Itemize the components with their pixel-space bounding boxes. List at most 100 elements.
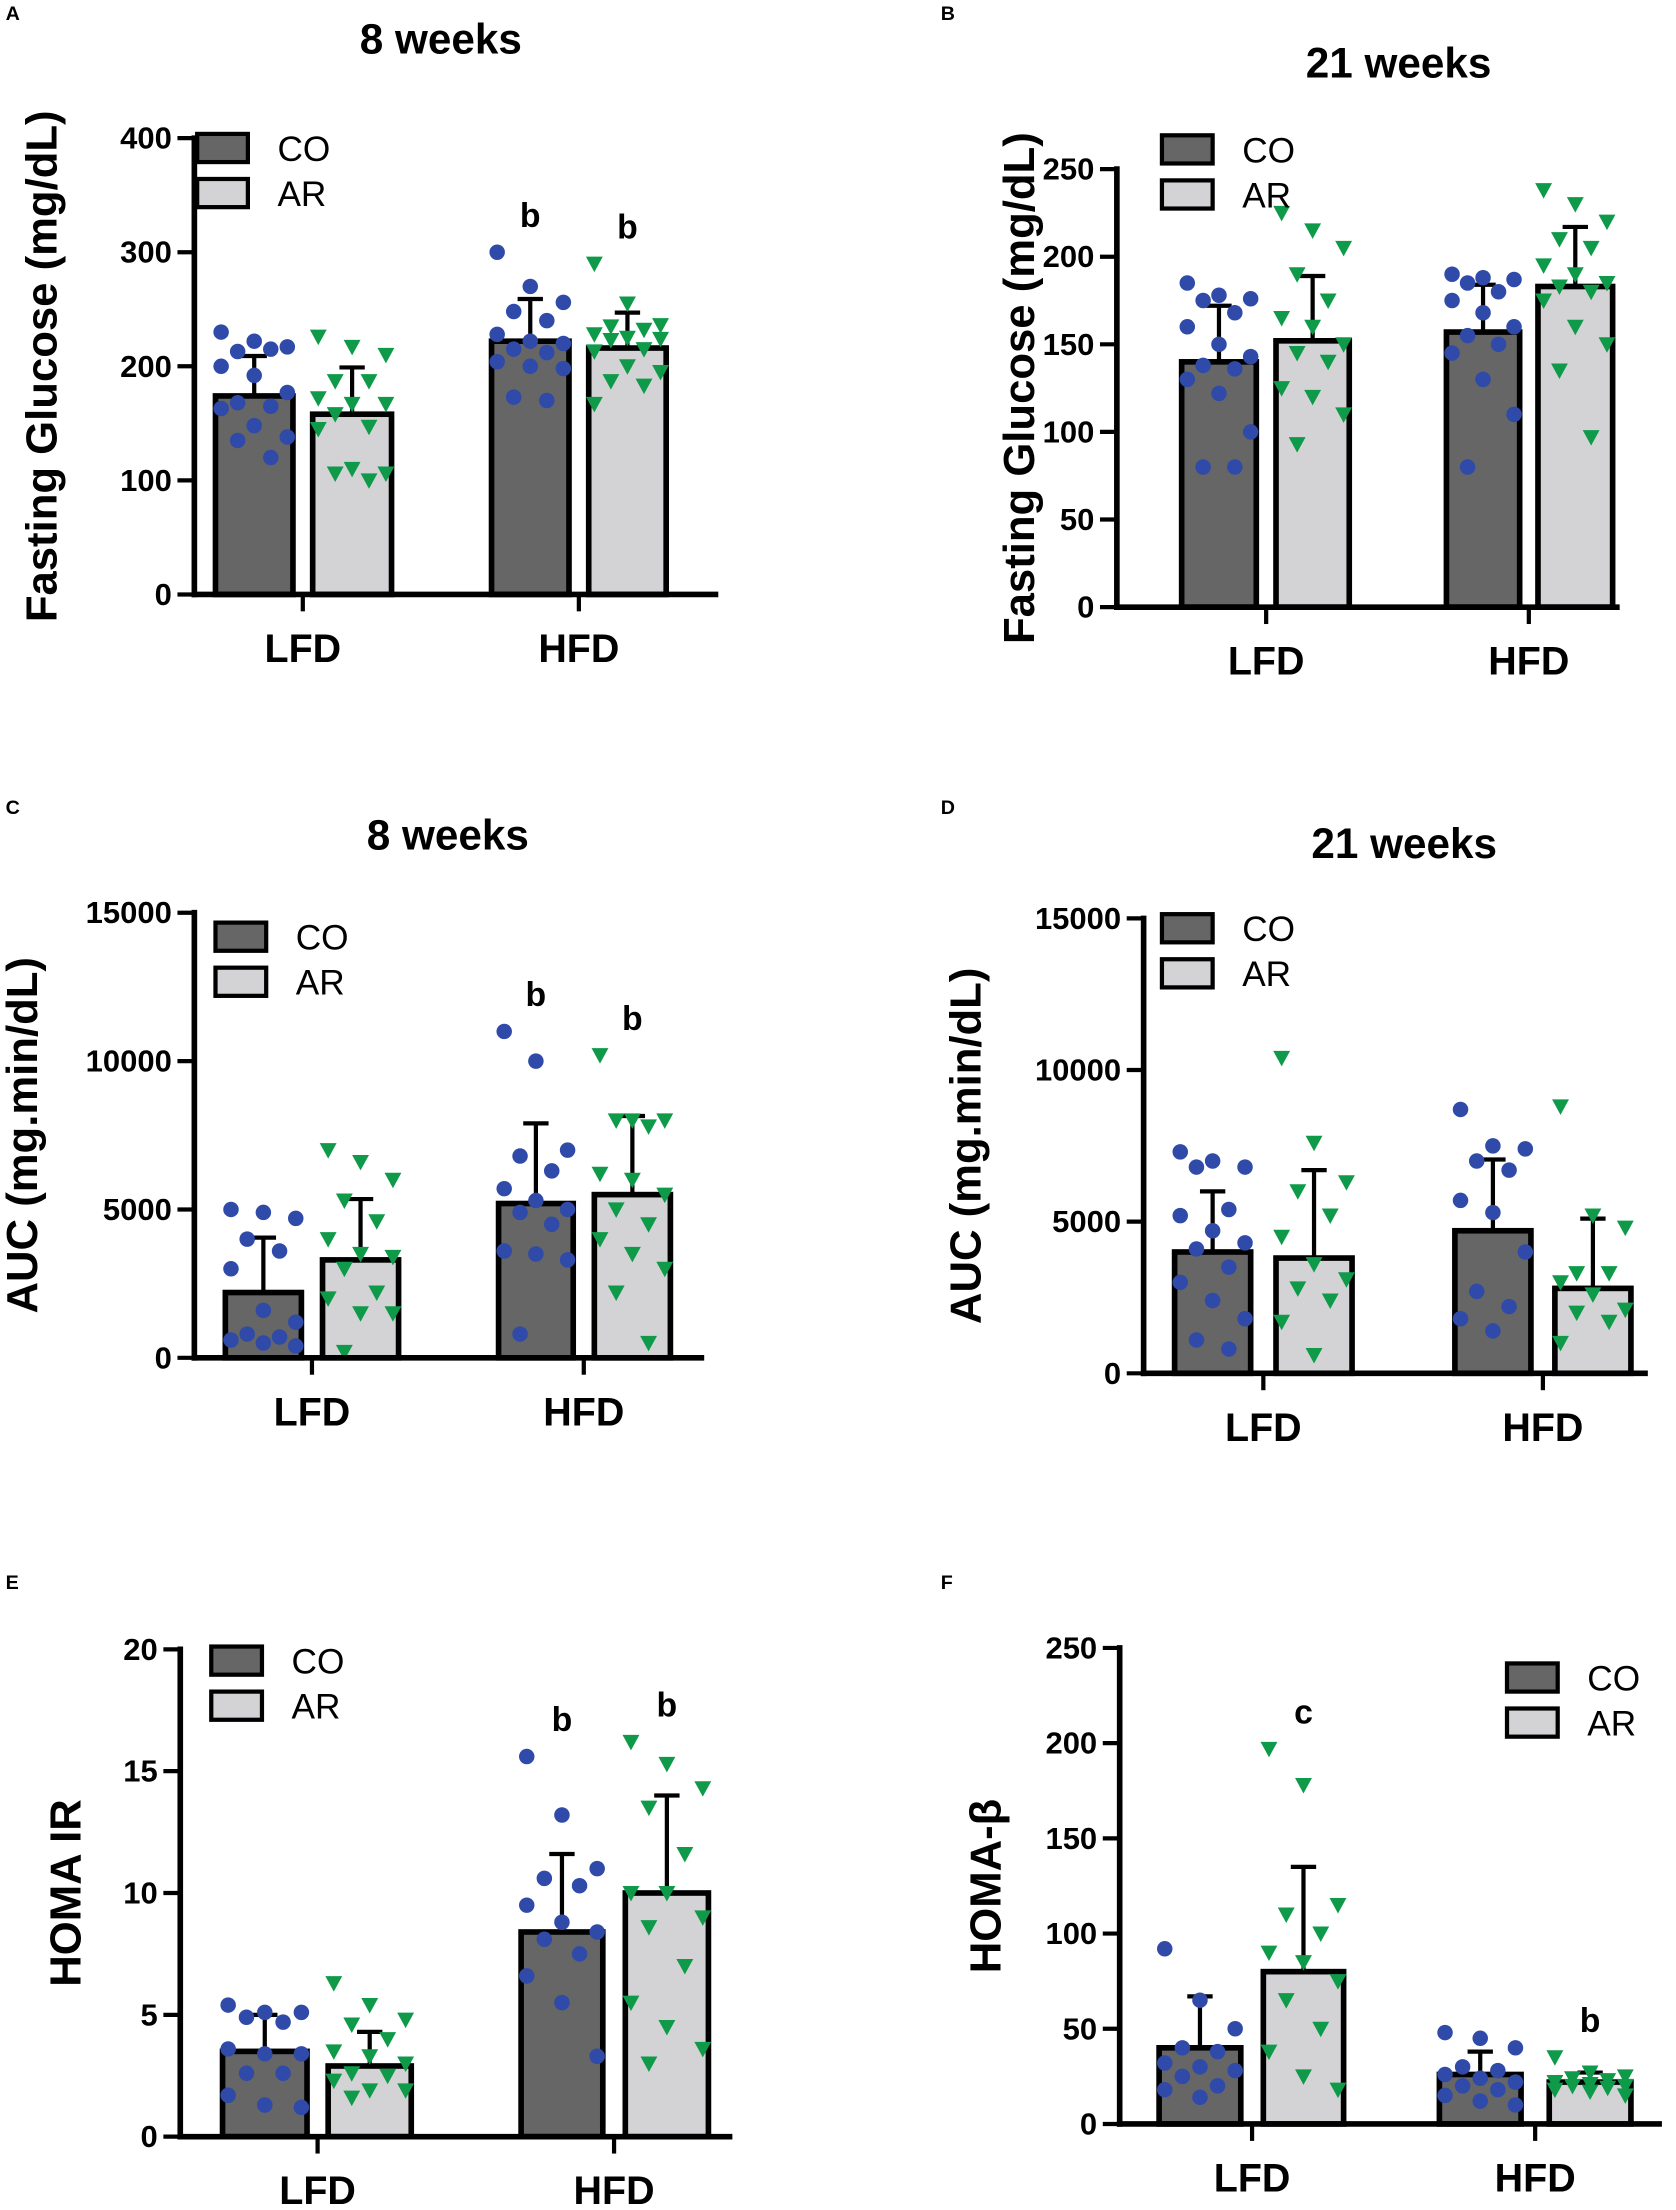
data-point-co bbox=[229, 343, 246, 360]
data-point-ar bbox=[1599, 2080, 1617, 2097]
data-point-ar bbox=[1288, 346, 1306, 362]
data-point-ar bbox=[343, 339, 361, 356]
data-point-ar bbox=[1273, 310, 1291, 327]
data-point-ar bbox=[640, 1217, 658, 1233]
significance-letter: b bbox=[657, 1687, 678, 1725]
data-point-co bbox=[1227, 2021, 1243, 2037]
data-point-ar bbox=[1616, 2078, 1634, 2095]
data-point-ar bbox=[384, 1249, 402, 1266]
data-point-co bbox=[543, 1163, 560, 1179]
data-point-co bbox=[1179, 371, 1196, 388]
data-point-ar bbox=[622, 1734, 640, 1751]
data-point-ar bbox=[585, 396, 603, 413]
data-point-ar bbox=[623, 1172, 641, 1189]
legend-label-co: CO bbox=[1242, 910, 1295, 949]
data-point-ar bbox=[1273, 381, 1291, 397]
data-point-ar bbox=[360, 473, 378, 489]
data-point-ar bbox=[602, 374, 620, 390]
x-tick-label: LFD bbox=[1225, 1406, 1302, 1450]
data-point-ar bbox=[1288, 267, 1306, 283]
data-point-co bbox=[1157, 2081, 1173, 2098]
data-point-ar bbox=[656, 1113, 674, 1129]
y-tick-label: 15000 bbox=[86, 895, 172, 930]
data-point-ar bbox=[1551, 232, 1568, 248]
data-point-ar bbox=[319, 1291, 337, 1307]
data-point-co bbox=[554, 1994, 570, 2011]
data-point-ar bbox=[1260, 2044, 1278, 2061]
data-point-co bbox=[1517, 1141, 1534, 1157]
y-tick-label: 50 bbox=[1060, 502, 1094, 537]
data-point-co bbox=[1501, 1298, 1517, 1315]
y-axis-label: HOMA-β bbox=[961, 1799, 1010, 1974]
significance-letter: b bbox=[520, 197, 541, 235]
data-point-co bbox=[1242, 424, 1259, 440]
data-point-ar bbox=[361, 2083, 379, 2099]
data-point-ar bbox=[623, 1113, 641, 1129]
data-point-co bbox=[279, 384, 296, 401]
legend-label-ar: AR bbox=[1242, 955, 1291, 994]
y-tick-label: 15 bbox=[123, 1754, 157, 1789]
x-tick-label: LFD bbox=[1214, 2157, 1291, 2201]
data-point-ar bbox=[1566, 319, 1584, 336]
data-point-ar bbox=[1273, 1229, 1291, 1246]
data-point-co bbox=[1192, 2059, 1208, 2075]
data-point-co bbox=[589, 1860, 605, 1877]
data-point-co bbox=[1195, 357, 1211, 374]
y-tick-label: 200 bbox=[1045, 1726, 1097, 1761]
data-point-co bbox=[257, 2046, 273, 2062]
data-point-ar bbox=[397, 2083, 415, 2099]
y-tick-label: 250 bbox=[1043, 152, 1095, 187]
data-point-ar bbox=[1552, 1099, 1569, 1115]
y-tick-label: 5000 bbox=[1052, 1204, 1121, 1239]
data-point-ar bbox=[1260, 1741, 1278, 1758]
data-point-co bbox=[559, 1252, 576, 1268]
data-point-co bbox=[489, 353, 505, 370]
data-point-ar bbox=[658, 2019, 676, 2036]
panel-label: E bbox=[6, 1572, 19, 1594]
data-point-ar bbox=[384, 1306, 402, 1322]
data-point-ar bbox=[309, 421, 327, 438]
data-point-co bbox=[1211, 385, 1227, 402]
bar-co-lfd bbox=[1171, 1249, 1254, 1377]
significance-letter: b bbox=[552, 1701, 573, 1739]
data-point-co bbox=[1227, 305, 1243, 321]
data-point-ar bbox=[1535, 183, 1553, 199]
data-point-co bbox=[229, 395, 246, 411]
data-point-co bbox=[1454, 2059, 1471, 2075]
legend-swatch-co bbox=[1159, 133, 1215, 166]
data-point-co bbox=[223, 1332, 239, 1348]
data-point-ar bbox=[1568, 1266, 1586, 1282]
legend-swatch-ar bbox=[1159, 957, 1215, 990]
data-point-ar bbox=[1305, 1257, 1323, 1273]
data-point-ar bbox=[1582, 284, 1600, 301]
data-point-ar bbox=[352, 1306, 370, 1322]
x-tick-label: LFD bbox=[1228, 640, 1305, 684]
data-point-ar bbox=[652, 331, 669, 348]
data-point-co bbox=[1475, 305, 1491, 321]
data-point-ar bbox=[379, 2068, 397, 2085]
data-point-co bbox=[1221, 1341, 1237, 1357]
data-point-co bbox=[1459, 275, 1476, 291]
data-point-co bbox=[554, 1807, 570, 1823]
legend-swatch-ar bbox=[1159, 178, 1215, 211]
legend-label-co: CO bbox=[296, 919, 349, 958]
panel-label: B bbox=[941, 3, 955, 25]
panel-e: E HOMA IR b b 0 5 10 15 20 LFD HFD CO AR bbox=[6, 1572, 733, 2210]
data-point-ar bbox=[1273, 1314, 1291, 1331]
data-point-co bbox=[255, 1204, 272, 1221]
data-point-co bbox=[1195, 459, 1211, 475]
data-point-ar bbox=[377, 396, 395, 413]
data-point-co bbox=[1506, 319, 1522, 335]
data-point-ar bbox=[352, 1246, 370, 1263]
data-point-ar bbox=[343, 2017, 361, 2034]
data-point-ar bbox=[607, 1113, 625, 1129]
data-point-ar bbox=[658, 1885, 676, 1902]
data-point-co bbox=[288, 1338, 304, 1354]
y-tick-label: 150 bbox=[1043, 327, 1095, 362]
data-point-co bbox=[263, 341, 279, 357]
data-point-co bbox=[293, 2004, 310, 2021]
data-point-ar bbox=[622, 1995, 640, 2012]
data-point-ar bbox=[1581, 2084, 1599, 2101]
data-point-co bbox=[1472, 2030, 1488, 2047]
data-point-co bbox=[1452, 1101, 1469, 1118]
